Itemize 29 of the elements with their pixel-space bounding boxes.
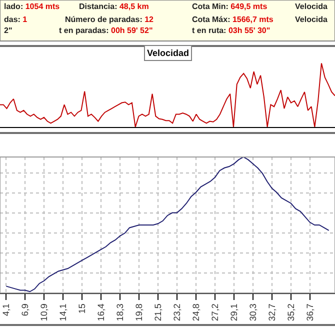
x-tick-label: 16,4 (96, 304, 106, 322)
x-tick-label: 21,5 (152, 304, 163, 322)
text: Velocida (295, 2, 328, 11)
x-tick-label: 27,2 (210, 304, 220, 322)
x-tick-label: 32,7 (266, 304, 277, 322)
x-tick-label: 35,2 (286, 304, 296, 322)
text: lado: 1054 mts (4, 2, 60, 11)
x-tick-label: 36,7 (304, 304, 315, 322)
x-tick-label: 24,8 (190, 304, 201, 322)
x-tick-label: 4,1 (1, 304, 12, 316)
text: Número de paradas: 12 (65, 15, 154, 24)
text: Distancia: 48,5 km (79, 2, 149, 11)
x-tick-label: 29,1 (228, 304, 239, 322)
text: Velocida (295, 15, 328, 24)
x-tick-label: 18,3 (114, 304, 125, 322)
x-tick-label: 19,8 (134, 304, 144, 322)
x-tick-label: 15 (77, 304, 88, 314)
x-tick-label: 14,1 (58, 304, 68, 322)
text: 2" (4, 26, 12, 35)
text: Cota Máx: 1566,7 mts (192, 15, 274, 24)
text: t en paradas: 00h 59' 52" (59, 26, 153, 35)
x-tick-label: 30,3 (248, 304, 258, 322)
text: Cota Min: 649,5 mts (192, 2, 268, 11)
chart-title: Velocidad (147, 48, 190, 58)
text: das: 1 (4, 15, 28, 24)
x-tick-label: 10,9 (39, 304, 50, 322)
x-tick-label: 6,9 (20, 304, 30, 316)
text: t en ruta: 03h 55' 30" (192, 26, 270, 35)
x-tick-label: 23,2 (172, 304, 182, 322)
